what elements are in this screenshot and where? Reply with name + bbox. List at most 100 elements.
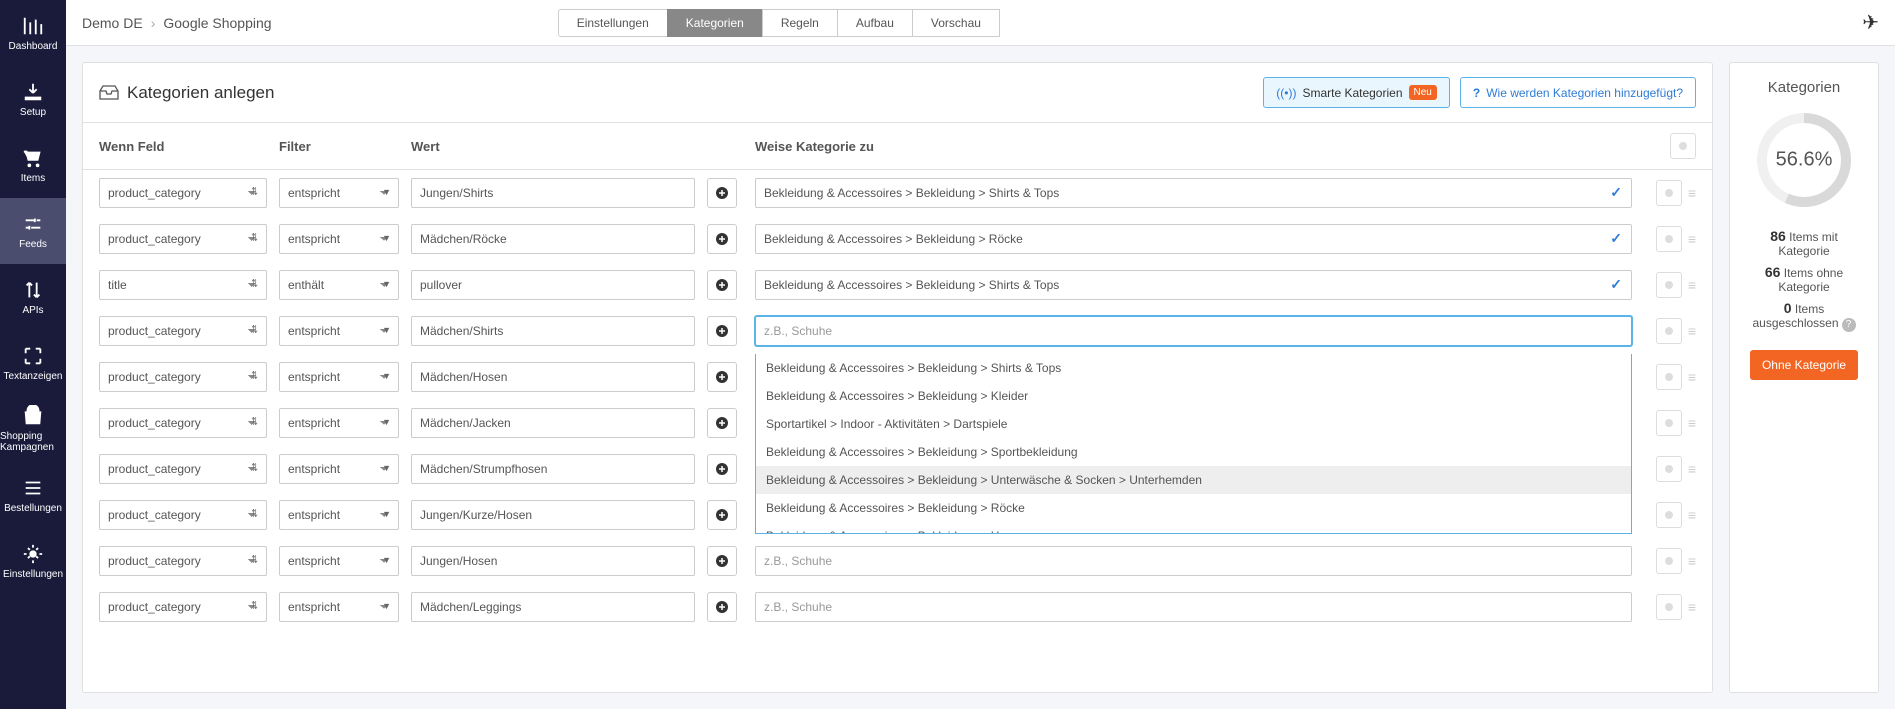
filter-select[interactable] xyxy=(279,316,399,346)
value-input[interactable] xyxy=(411,362,695,392)
plus-circle-icon xyxy=(715,462,729,476)
content: Kategorien anlegen ((•)) Smarte Kategori… xyxy=(66,46,1895,709)
dropdown-item[interactable]: Bekleidung & Accessoires > Bekleidung > … xyxy=(756,382,1631,410)
row-select-radio[interactable] xyxy=(1656,594,1682,620)
field-select[interactable] xyxy=(99,546,267,576)
row-select-radio[interactable] xyxy=(1656,456,1682,482)
field-select[interactable] xyxy=(99,316,267,346)
sidebar-item-items[interactable]: Items xyxy=(0,132,66,198)
step-regeln[interactable]: Regeln xyxy=(762,9,838,37)
field-select[interactable] xyxy=(99,500,267,530)
filter-select[interactable] xyxy=(279,592,399,622)
plus-circle-icon xyxy=(715,370,729,384)
category-input[interactable] xyxy=(755,546,1632,576)
filter-select[interactable] xyxy=(279,178,399,208)
step-vorschau[interactable]: Vorschau xyxy=(912,9,1000,37)
row-select-radio[interactable] xyxy=(1656,226,1682,252)
sidebar-item-feeds[interactable]: Feeds xyxy=(0,198,66,264)
drag-handle-icon[interactable]: ≡ xyxy=(1688,461,1696,477)
dropdown-item[interactable]: Bekleidung & Accessoires > Bekleidung > … xyxy=(756,438,1631,466)
drag-handle-icon[interactable]: ≡ xyxy=(1688,231,1696,247)
help-link-button[interactable]: ? Wie werden Kategorien hinzugefügt? xyxy=(1460,77,1696,108)
field-select[interactable] xyxy=(99,224,267,254)
field-select[interactable] xyxy=(99,592,267,622)
drag-handle-icon[interactable]: ≡ xyxy=(1688,599,1696,615)
category-input[interactable] xyxy=(755,592,1632,622)
row-select-radio[interactable] xyxy=(1656,318,1682,344)
value-input[interactable] xyxy=(411,592,695,622)
field-select[interactable] xyxy=(99,454,267,484)
sidebar-item-setup[interactable]: Setup xyxy=(0,66,66,132)
breadcrumb-project[interactable]: Demo DE xyxy=(82,15,143,31)
add-condition-button[interactable] xyxy=(707,362,737,392)
filter-select[interactable] xyxy=(279,270,399,300)
dropdown-item[interactable]: Bekleidung & Accessoires > Bekleidung > … xyxy=(756,354,1631,382)
select-all-radio[interactable] xyxy=(1670,133,1696,159)
breadcrumb-feed[interactable]: Google Shopping xyxy=(163,15,271,31)
add-condition-button[interactable] xyxy=(707,178,737,208)
value-input[interactable] xyxy=(411,270,695,300)
add-condition-button[interactable] xyxy=(707,592,737,622)
row-select-radio[interactable] xyxy=(1656,502,1682,528)
value-input[interactable] xyxy=(411,178,695,208)
drag-handle-icon[interactable]: ≡ xyxy=(1688,553,1696,569)
inbox-icon xyxy=(99,85,119,101)
value-input[interactable] xyxy=(411,454,695,484)
add-condition-button[interactable] xyxy=(707,454,737,484)
sidebar-item-orders[interactable]: Bestellungen xyxy=(0,462,66,528)
dropdown-item[interactable]: Bekleidung & Accessoires > Bekleidung > … xyxy=(756,466,1631,494)
sidebar-item-settings[interactable]: Einstellungen xyxy=(0,528,66,594)
sidebar-item-dashboard[interactable]: Dashboard xyxy=(0,0,66,66)
add-condition-button[interactable] xyxy=(707,224,737,254)
drag-handle-icon[interactable]: ≡ xyxy=(1688,415,1696,431)
field-select[interactable] xyxy=(99,270,267,300)
dropdown-item[interactable]: Sportartikel > Indoor - Aktivitäten > Da… xyxy=(756,410,1631,438)
smart-categories-button[interactable]: ((•)) Smarte Kategorien Neu xyxy=(1263,77,1450,108)
field-select[interactable] xyxy=(99,362,267,392)
row-select-radio[interactable] xyxy=(1656,180,1682,206)
category-input[interactable] xyxy=(755,178,1632,208)
filter-select[interactable] xyxy=(279,500,399,530)
row-select-radio[interactable] xyxy=(1656,364,1682,390)
row-select-radio[interactable] xyxy=(1656,410,1682,436)
filter-select[interactable] xyxy=(279,408,399,438)
value-input[interactable] xyxy=(411,500,695,530)
stats-panel: Kategorien 56.6% 86 Items mit Kategorie … xyxy=(1729,62,1879,693)
dropdown-item[interactable]: Bekleidung & Accessoires > Bekleidung > … xyxy=(756,522,1631,534)
row-select-radio[interactable] xyxy=(1656,272,1682,298)
filter-select[interactable] xyxy=(279,454,399,484)
filter-select[interactable] xyxy=(279,224,399,254)
drag-handle-icon[interactable]: ≡ xyxy=(1688,507,1696,523)
sidebar-item-textads[interactable]: Textanzeigen xyxy=(0,330,66,396)
category-input[interactable] xyxy=(755,224,1632,254)
value-input[interactable] xyxy=(411,546,695,576)
filter-select[interactable] xyxy=(279,362,399,392)
drag-handle-icon[interactable]: ≡ xyxy=(1688,323,1696,339)
step-einstellungen[interactable]: Einstellungen xyxy=(558,9,668,37)
dropdown-item[interactable]: Bekleidung & Accessoires > Bekleidung > … xyxy=(756,494,1631,522)
value-input[interactable] xyxy=(411,316,695,346)
add-condition-button[interactable] xyxy=(707,500,737,530)
sidebar-item-shopping[interactable]: Shopping Kampagnen xyxy=(0,396,66,462)
field-select[interactable] xyxy=(99,178,267,208)
add-condition-button[interactable] xyxy=(707,546,737,576)
drag-handle-icon[interactable]: ≡ xyxy=(1688,185,1696,201)
drag-handle-icon[interactable]: ≡ xyxy=(1688,369,1696,385)
value-input[interactable] xyxy=(411,224,695,254)
info-icon[interactable]: ? xyxy=(1842,318,1856,332)
category-input[interactable] xyxy=(755,316,1632,346)
without-category-button[interactable]: Ohne Kategorie xyxy=(1750,350,1858,380)
step-kategorien[interactable]: Kategorien xyxy=(667,9,763,37)
row-select-radio[interactable] xyxy=(1656,548,1682,574)
filter-select[interactable] xyxy=(279,546,399,576)
list-icon xyxy=(22,477,44,499)
field-select[interactable] xyxy=(99,408,267,438)
value-input[interactable] xyxy=(411,408,695,438)
add-condition-button[interactable] xyxy=(707,316,737,346)
category-input[interactable] xyxy=(755,270,1632,300)
sidebar-item-apis[interactable]: APIs xyxy=(0,264,66,330)
drag-handle-icon[interactable]: ≡ xyxy=(1688,277,1696,293)
add-condition-button[interactable] xyxy=(707,270,737,300)
step-aufbau[interactable]: Aufbau xyxy=(837,9,913,37)
add-condition-button[interactable] xyxy=(707,408,737,438)
